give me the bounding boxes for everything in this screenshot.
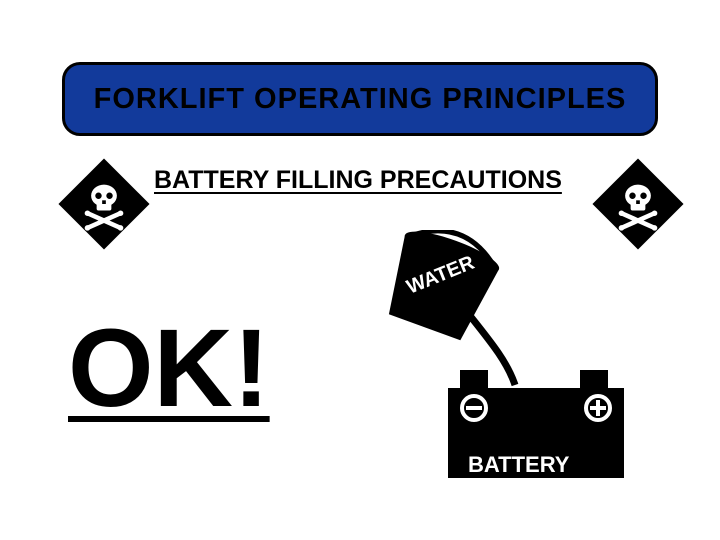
battery-label: BATTERY <box>468 452 569 478</box>
ok-text: OK! <box>68 314 270 424</box>
title-band: FORKLIFT OPERATING PRINCIPLES <box>62 62 658 136</box>
slide: FORKLIFT OPERATING PRINCIPLES BATTERY FI… <box>0 0 720 540</box>
bucket-icon <box>378 230 506 344</box>
title-text: FORKLIFT OPERATING PRINCIPLES <box>94 83 627 116</box>
water-battery-illustration: WATER <box>330 230 650 490</box>
skull-crossbones-icon <box>58 158 150 250</box>
subtitle-text: BATTERY FILLING PRECAUTIONS <box>154 166 562 195</box>
